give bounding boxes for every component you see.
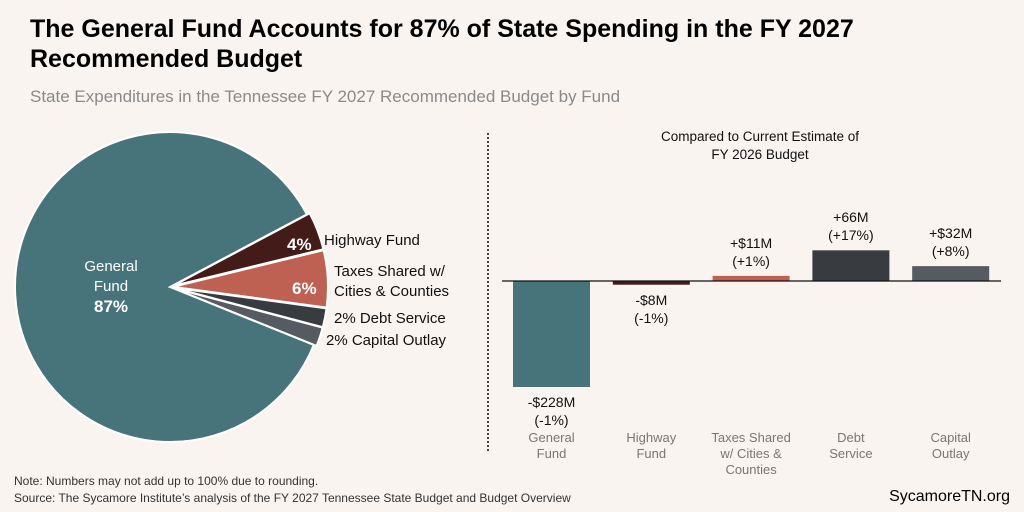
category-label: Highway Fund bbox=[601, 430, 701, 462]
category-label: Capital Outlay bbox=[901, 430, 1001, 462]
pie-label-capital: 2% Capital Outlay bbox=[326, 332, 447, 349]
category-label-text: General bbox=[528, 430, 575, 445]
gf-label-line2: Fund bbox=[93, 278, 129, 295]
source: Source: The Sycamore Institute’s analysi… bbox=[14, 491, 571, 505]
bar-value-text: -$228M bbox=[527, 394, 576, 410]
chart-title: The General Fund Accounts for 87% of Sta… bbox=[30, 15, 854, 73]
category-label: General Fund bbox=[502, 430, 602, 462]
bar-chart bbox=[502, 250, 1001, 387]
bar-value-label: +$11M (+1%) bbox=[701, 234, 801, 270]
pie-label-general-fund: General Fund 87% bbox=[70, 257, 152, 317]
bar bbox=[812, 250, 890, 281]
category-label-text: Counties bbox=[725, 462, 777, 477]
bar bbox=[712, 275, 790, 281]
bar-value-text: (-1%) bbox=[534, 412, 569, 428]
category-label: Taxes Shared w/ Cities & Counties bbox=[701, 430, 801, 478]
bar-title-line2: FY 2026 Budget bbox=[711, 147, 809, 162]
category-label-text: Capital bbox=[930, 430, 971, 445]
bar-title-line1: Compared to Current Estimate of bbox=[660, 129, 860, 144]
gf-label-line1: General bbox=[84, 258, 138, 275]
gf-label-value: 87% bbox=[93, 297, 129, 316]
bar-value-text: (-1%) bbox=[634, 309, 669, 326]
bar-value-text: +66M bbox=[833, 209, 869, 226]
chart-subtitle: State Expenditures in the Tennessee FY 2… bbox=[30, 87, 621, 106]
bar-value-text: (+1%) bbox=[732, 252, 770, 269]
bar-value-label: +66M (+17%) bbox=[801, 208, 901, 244]
bar-value-text: -$8M bbox=[635, 291, 668, 308]
category-label-text: Fund bbox=[636, 446, 667, 461]
pie-label-highway: Highway Fund bbox=[324, 232, 420, 249]
category-label-text: Debt bbox=[837, 430, 865, 445]
bar-value-text: (+17%) bbox=[828, 227, 874, 244]
bar bbox=[612, 281, 690, 285]
pie-label-taxes-line2: Cities & Counties bbox=[334, 283, 450, 300]
bar-value-text: (+8%) bbox=[931, 243, 970, 260]
bar-value-text: +$32M bbox=[929, 225, 973, 242]
bar bbox=[912, 266, 990, 281]
pie-value-highway: 4% bbox=[287, 235, 312, 254]
bar bbox=[513, 281, 590, 387]
category-label-text: Fund bbox=[536, 446, 567, 461]
category-label-text: Outlay bbox=[931, 446, 970, 461]
category-label-text: Service bbox=[829, 446, 873, 461]
pie-label-taxes-line1: Taxes Shared w/ bbox=[334, 263, 445, 280]
category-label-text: Taxes Shared bbox=[711, 430, 791, 445]
pie-value-taxes: 6% bbox=[292, 279, 317, 298]
category-label-text: Highway bbox=[626, 430, 677, 445]
pie-label-debt: 2% Debt Service bbox=[334, 310, 446, 327]
bar-value-text: +$11M bbox=[730, 234, 773, 251]
brand-logo-text: SycamoreTN.org bbox=[889, 488, 1010, 505]
pie-chart bbox=[14, 131, 329, 443]
bar-value-label: +$32M (+8%) bbox=[901, 224, 1001, 260]
note: Note: Numbers may not add up to 100% due… bbox=[14, 474, 319, 488]
category-label-text: w/ Cities & bbox=[720, 446, 782, 461]
pie-slice-general-fund bbox=[14, 131, 316, 443]
category-label: Debt Service bbox=[801, 430, 901, 462]
bar-value-label: -$228M (-1%) bbox=[502, 393, 602, 429]
bar-value-label: -$8M (-1%) bbox=[601, 291, 701, 327]
bar-chart-title: Compared to Current Estimate of FY 2026 … bbox=[610, 128, 910, 164]
divider bbox=[487, 133, 489, 451]
